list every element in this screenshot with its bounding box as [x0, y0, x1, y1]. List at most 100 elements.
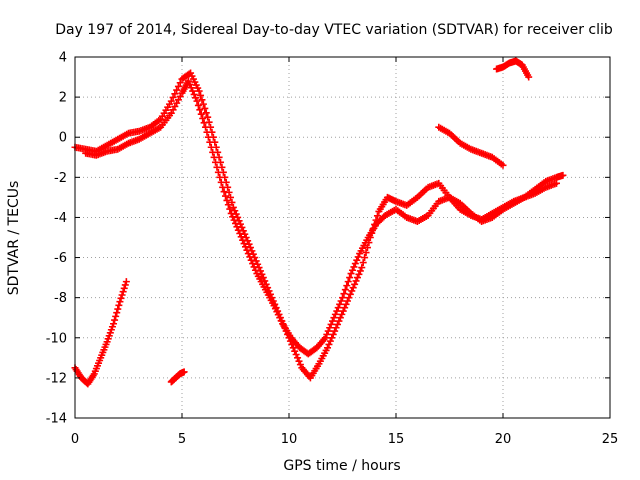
series-arc-main: [71, 69, 567, 382]
data-point-interp: [196, 106, 204, 114]
data-point-interp: [344, 278, 352, 286]
data-point-interp: [327, 320, 335, 328]
data-point: [339, 294, 346, 302]
data-point-interp: [212, 158, 220, 166]
data-point-interp: [227, 193, 235, 201]
series-arc-upper-right: [435, 123, 507, 169]
data-point: [236, 229, 244, 237]
data-point-interp: [213, 163, 221, 171]
data-point-interp: [373, 212, 381, 220]
data-point: [358, 264, 366, 272]
tick-layer: 0 5 10 15 20 25 -14 -12 -10 -8 -6 -4 -2 0 2 4: [46, 51, 619, 448]
data-point-interp: [217, 178, 225, 186]
data-point-interp: [173, 86, 181, 94]
data-point-interp: [231, 207, 239, 215]
data-point-interp: [226, 205, 234, 213]
data-point: [499, 161, 507, 169]
data-point-interp: [201, 104, 209, 112]
data-point: [167, 97, 175, 105]
y-tick-label: -4: [54, 211, 67, 226]
data-point-interp: [171, 90, 179, 98]
x-tick-label: 20: [495, 432, 512, 447]
data-point: [202, 123, 210, 131]
data-point: [324, 344, 332, 352]
series-layer: [71, 57, 567, 388]
data-point-interp: [187, 84, 195, 92]
data-point-interp: [329, 330, 337, 338]
data-point-interp: [237, 233, 245, 241]
data-point-interp: [111, 316, 119, 324]
data-point-interp: [118, 291, 126, 299]
data-point-interp: [113, 309, 121, 317]
data-point-interp: [115, 301, 123, 309]
data-point-interp: [192, 94, 200, 102]
data-point-interp: [209, 148, 217, 156]
data-point-interp: [200, 119, 208, 127]
x-tick-label: 10: [281, 432, 298, 447]
data-point-interp: [190, 90, 198, 98]
data-point-interp: [121, 281, 129, 289]
data-point-interp: [214, 168, 222, 176]
data-point-interp: [337, 297, 345, 305]
data-point-interp: [197, 110, 205, 118]
data-point-interp: [243, 246, 251, 254]
data-point: [349, 284, 357, 292]
grid-layer: [75, 57, 610, 418]
data-point-interp: [207, 143, 215, 151]
data-point: [219, 183, 227, 191]
data-point-interp: [352, 277, 360, 285]
data-point-interp: [239, 236, 247, 244]
data-point-interp: [350, 263, 358, 271]
data-point-interp: [233, 223, 241, 231]
data-point-interp: [189, 87, 197, 95]
data-point: [559, 171, 567, 179]
data-point-interp: [232, 219, 239, 227]
data-point-interp: [345, 294, 353, 302]
data-point-interp: [334, 320, 342, 328]
x-tick-label: 0: [71, 432, 79, 447]
x-tick-label: 5: [178, 432, 186, 447]
series-arc-top-right: [493, 57, 533, 81]
data-point-interp: [346, 290, 354, 298]
data-point: [289, 344, 297, 352]
data-point-interp: [295, 357, 303, 365]
data-point-interp: [361, 254, 369, 262]
data-point: [227, 209, 235, 217]
data-point-interp: [223, 196, 231, 204]
y-tick-label: -10: [46, 331, 67, 346]
y-axis-label: SDTVAR / TECUs: [6, 181, 22, 296]
data-point-interp: [343, 282, 351, 290]
data-point-interp: [114, 305, 122, 313]
data-point-interp: [354, 253, 362, 261]
data-point-interp: [338, 310, 346, 318]
data-point: [229, 203, 237, 211]
data-point: [204, 113, 212, 121]
data-point-interp: [331, 310, 339, 318]
data-point-interp: [326, 324, 334, 332]
series-arc-secondary: [82, 77, 560, 358]
data-point-interp: [333, 307, 341, 315]
data-point-interp: [197, 91, 205, 99]
series-arc-lower-left: [71, 278, 130, 388]
data-point: [244, 250, 252, 258]
data-point-interp: [291, 347, 299, 355]
data-point-interp: [186, 80, 194, 88]
plot-frame: [74, 56, 611, 419]
x-tick-label: 25: [602, 432, 619, 447]
data-point-interp: [348, 266, 356, 274]
data-point: [210, 153, 218, 161]
data-point-interp: [230, 216, 238, 224]
y-tick-label: 4: [59, 51, 67, 66]
data-point-interp: [251, 266, 259, 274]
data-point-interp: [206, 138, 214, 146]
data-point-interp: [249, 260, 257, 268]
x-tick-label: 15: [388, 432, 405, 447]
data-point: [347, 270, 355, 278]
data-point-interp: [240, 240, 248, 248]
data-point-interp: [199, 115, 207, 123]
data-point-interp: [359, 259, 367, 267]
data-point-interp: [199, 100, 207, 108]
data-point-interp: [351, 280, 359, 288]
data-point-interp: [203, 128, 211, 136]
